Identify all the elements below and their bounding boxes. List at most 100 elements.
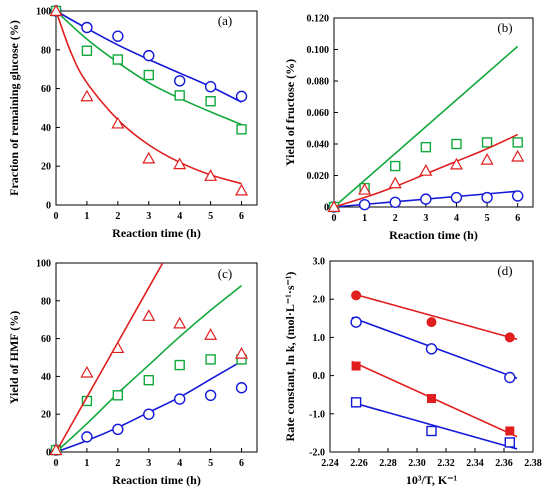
y-tick-label: 40 [41, 123, 51, 134]
y-tick-label: 0.060 [307, 108, 330, 119]
y-axis-label: Yield of HMF (%) [7, 311, 21, 404]
y-axis-label: Rate constant, ln k, (mol·L⁻¹·s⁻¹) [283, 272, 297, 442]
fit-line-green [55, 285, 243, 453]
data-point-circle [511, 190, 524, 202]
x-tick-label: 2.32 [437, 458, 455, 469]
data-point-circle [173, 75, 186, 87]
x-tick-label: 0 [332, 213, 337, 224]
data-point-filled-square [505, 426, 515, 436]
data-point-triangle [204, 169, 218, 181]
plot-frame [55, 10, 258, 206]
data-point-filled-square [427, 394, 436, 404]
data-point-circle [450, 191, 463, 204]
data-point-square [112, 54, 124, 65]
data-point-triangle [327, 200, 341, 212]
data-point-circle [81, 21, 93, 34]
y-tick-label: 60 [41, 334, 51, 345]
x-tick-label: 0 [54, 211, 59, 222]
x-tick-label: 2.26 [350, 458, 368, 469]
x-tick-label: 2.36 [495, 458, 513, 469]
y-tick-label: -1.0 [309, 409, 325, 420]
data-point-triangle [204, 328, 218, 340]
panel-label: (b) [497, 20, 512, 35]
x-tick-label: 6 [239, 211, 244, 222]
data-point-triangle [419, 164, 433, 176]
data-point-triangle [511, 149, 525, 162]
data-point-circle [235, 90, 248, 103]
data-point-circle [389, 196, 401, 208]
data-point-square [236, 124, 247, 135]
y-tick-label: 20 [41, 162, 51, 173]
data-point-circle [81, 431, 93, 443]
y-axis-label: Yield of fructose (%) [283, 59, 297, 166]
data-point-square [143, 69, 154, 81]
data-point-filled-circle [504, 332, 515, 343]
data-point-square [512, 137, 523, 148]
x-tick-label: 1 [84, 211, 89, 222]
data-point-square [390, 160, 401, 172]
x-tick-label: 0 [54, 458, 59, 469]
y-tick-label: 100 [36, 259, 51, 270]
data-point-filled-square [351, 361, 361, 371]
x-axis-label: Reaction time (h) [112, 226, 201, 240]
y-tick-label: 0.120 [307, 14, 330, 25]
data-point-square [112, 390, 124, 401]
data-point-filled-circle [426, 317, 437, 328]
plot-frame [55, 262, 258, 453]
y-tick-label: 100 [36, 7, 51, 18]
x-tick-label: 4 [177, 211, 182, 222]
fit-line-blue [351, 401, 518, 450]
data-point-triangle [480, 153, 494, 165]
y-tick-label: 1.0 [313, 333, 326, 344]
data-point-triangle [142, 309, 156, 321]
data-point-circle [143, 49, 155, 62]
y-tick-label: 2.0 [313, 295, 326, 306]
x-tick-label: 1 [362, 213, 367, 224]
x-tick-label: 3 [146, 211, 151, 222]
x-tick-label: 2.38 [524, 458, 542, 469]
y-tick-label: 0.0 [313, 371, 326, 382]
x-tick-label: 1 [84, 458, 89, 469]
data-point-square [426, 425, 437, 437]
x-tick-label: 6 [239, 458, 244, 469]
data-point-triangle [142, 151, 156, 164]
y-tick-label: 0.080 [307, 77, 330, 88]
data-point-circle [143, 408, 155, 420]
x-tick-label: 4 [454, 213, 459, 224]
plot-frame [333, 17, 534, 208]
x-tick-label: 2 [115, 458, 120, 469]
x-tick-label: 5 [485, 213, 490, 224]
data-point-triangle [49, 443, 63, 456]
y-tick-label: 80 [41, 296, 51, 307]
data-point-circle [350, 316, 362, 328]
data-point-triangle [388, 176, 402, 189]
data-point-triangle [111, 116, 125, 129]
data-point-square [143, 374, 154, 386]
data-point-triangle [449, 157, 463, 170]
x-tick-label: 2.30 [408, 458, 426, 469]
data-point-circle [204, 389, 217, 401]
y-axis-label: Fraction of remaining glucose (%) [7, 20, 21, 196]
y-tick-label: -2.0 [309, 448, 325, 459]
x-tick-label: 2.28 [379, 458, 397, 469]
fit-line-red [55, 262, 164, 453]
chart-panel-2: 0 1 2 3 4 5 6 0 0.020 0.040 0.060 0.080 0.100 0.120 Re… [283, 14, 534, 242]
x-axis-label: Reaction time (h) [389, 228, 478, 242]
x-axis-label: Reaction time (h) [112, 473, 201, 487]
x-tick-label: 5 [208, 211, 213, 222]
data-point-triangle [80, 365, 94, 378]
y-tick-label: 0.040 [307, 140, 330, 151]
x-tick-label: 2.34 [466, 458, 484, 469]
y-tick-label: 0 [46, 201, 51, 212]
x-axis-label: 10³/T, K⁻¹ [406, 473, 458, 487]
data-point-square [481, 137, 493, 148]
data-point-triangle [49, 4, 63, 16]
data-point-triangle [111, 341, 125, 354]
fit-line-green [333, 45, 519, 208]
data-point-filled-circle [351, 290, 362, 301]
y-tick-label: 0.100 [307, 45, 330, 56]
data-point-triangle [235, 183, 249, 196]
x-tick-label: 2 [393, 213, 398, 224]
